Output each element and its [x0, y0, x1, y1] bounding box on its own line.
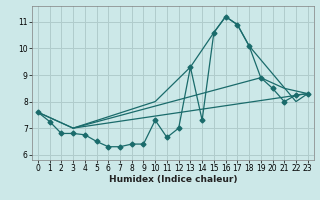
X-axis label: Humidex (Indice chaleur): Humidex (Indice chaleur) — [108, 175, 237, 184]
